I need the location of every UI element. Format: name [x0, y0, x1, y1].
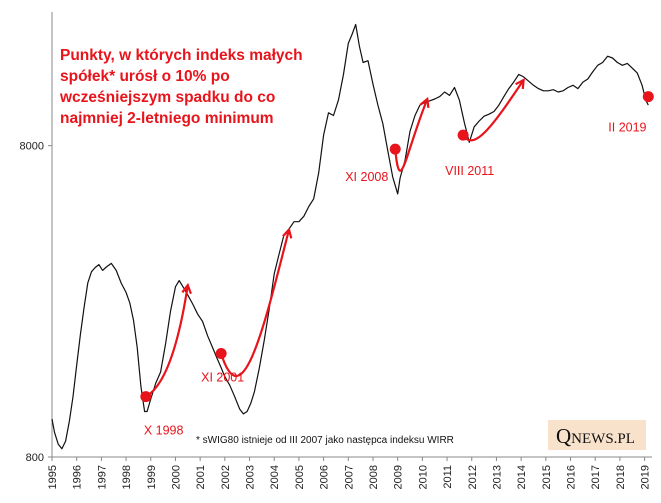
- title-line: wcześniejszym spadku do co: [59, 89, 275, 106]
- x-tick-label: 2013: [491, 465, 503, 489]
- x-tick-label: 2004: [269, 465, 281, 489]
- x-tick-label: 2012: [467, 465, 479, 489]
- signal-marker: [389, 143, 401, 155]
- x-tick-label: 2001: [195, 465, 207, 489]
- signal-marker: [642, 91, 654, 103]
- title-line: najmniej 2-letniego minimum: [60, 110, 274, 127]
- arrow-head: [282, 227, 293, 239]
- signal-label: XI 2001: [201, 371, 244, 385]
- x-tick-label: 2005: [294, 465, 306, 489]
- x-tick-label: 2015: [541, 465, 553, 489]
- x-tick-label: 2018: [615, 465, 627, 489]
- title-line: spółek* urósł o 10% po: [60, 68, 230, 85]
- signal-label: XI 2008: [345, 170, 388, 184]
- chart-title: Punkty, w których indeks małych spółek* …: [59, 47, 303, 127]
- y-tick-label: 8000: [20, 141, 44, 153]
- series-layer: [51, 23, 649, 450]
- signal-marker: [457, 129, 469, 141]
- signal-marker: [140, 391, 152, 403]
- x-tick-label: 1996: [72, 465, 84, 489]
- signal-marker: [215, 348, 227, 360]
- y-tick-label: 800: [26, 452, 44, 464]
- logo-main: Q: [556, 424, 571, 448]
- logo-text: QNEWS.PL: [556, 424, 635, 448]
- x-tick-label: 2007: [343, 465, 355, 489]
- footer: * sWIG80 istnieje od III 2007 jako nastę…: [196, 435, 454, 446]
- signal-label: X 1998: [144, 424, 184, 438]
- x-tick-label: 2003: [245, 465, 257, 489]
- rise-arrow: [145, 285, 189, 398]
- axes: 800 8000 1995 1996 1997 1998 1999 2000 2001 2002 2…: [20, 12, 652, 489]
- x-tick-label: 2002: [220, 465, 232, 489]
- x-tick-label: 2009: [393, 465, 405, 489]
- qnews-logo: QNEWS.PL: [548, 420, 646, 450]
- arrow-annotations: [145, 78, 525, 398]
- footnote: * sWIG80 istnieje od III 2007 jako nastę…: [196, 435, 454, 446]
- rise-arrow: [394, 98, 429, 172]
- signal-label: II 2019: [608, 121, 646, 135]
- arrow-head: [515, 78, 525, 90]
- x-tick-label: 2011: [442, 465, 454, 489]
- logo-background: [548, 420, 646, 450]
- signal-label: VIII 2011: [445, 164, 494, 178]
- x-tick-label: 2016: [566, 465, 578, 489]
- arrow-head: [181, 282, 192, 295]
- title-line: Punkty, w których indeks małych: [60, 47, 303, 64]
- x-tick-label: 2019: [640, 465, 652, 489]
- x-tick-label: 1995: [47, 465, 59, 489]
- rise-arrow: [220, 229, 291, 378]
- x-tick-label: 2010: [417, 465, 429, 489]
- x-tick-label: 2008: [368, 465, 380, 489]
- logo-rest: NEWS.PL: [571, 431, 635, 447]
- x-tick-label: 2014: [516, 465, 528, 489]
- x-tick-label: 1997: [96, 465, 108, 489]
- index-line: [51, 23, 649, 450]
- arrow-head: [419, 96, 430, 109]
- x-tick-label: 1999: [146, 465, 158, 489]
- marker-layer: X 1998 XI 2001 XI 2008 VIII 2011 II 2019: [140, 91, 654, 438]
- x-tick-label: 1998: [121, 465, 133, 489]
- x-tick-label: 2000: [170, 465, 182, 489]
- x-tick-label: 2017: [590, 465, 602, 489]
- x-tick-label: 2006: [319, 465, 331, 489]
